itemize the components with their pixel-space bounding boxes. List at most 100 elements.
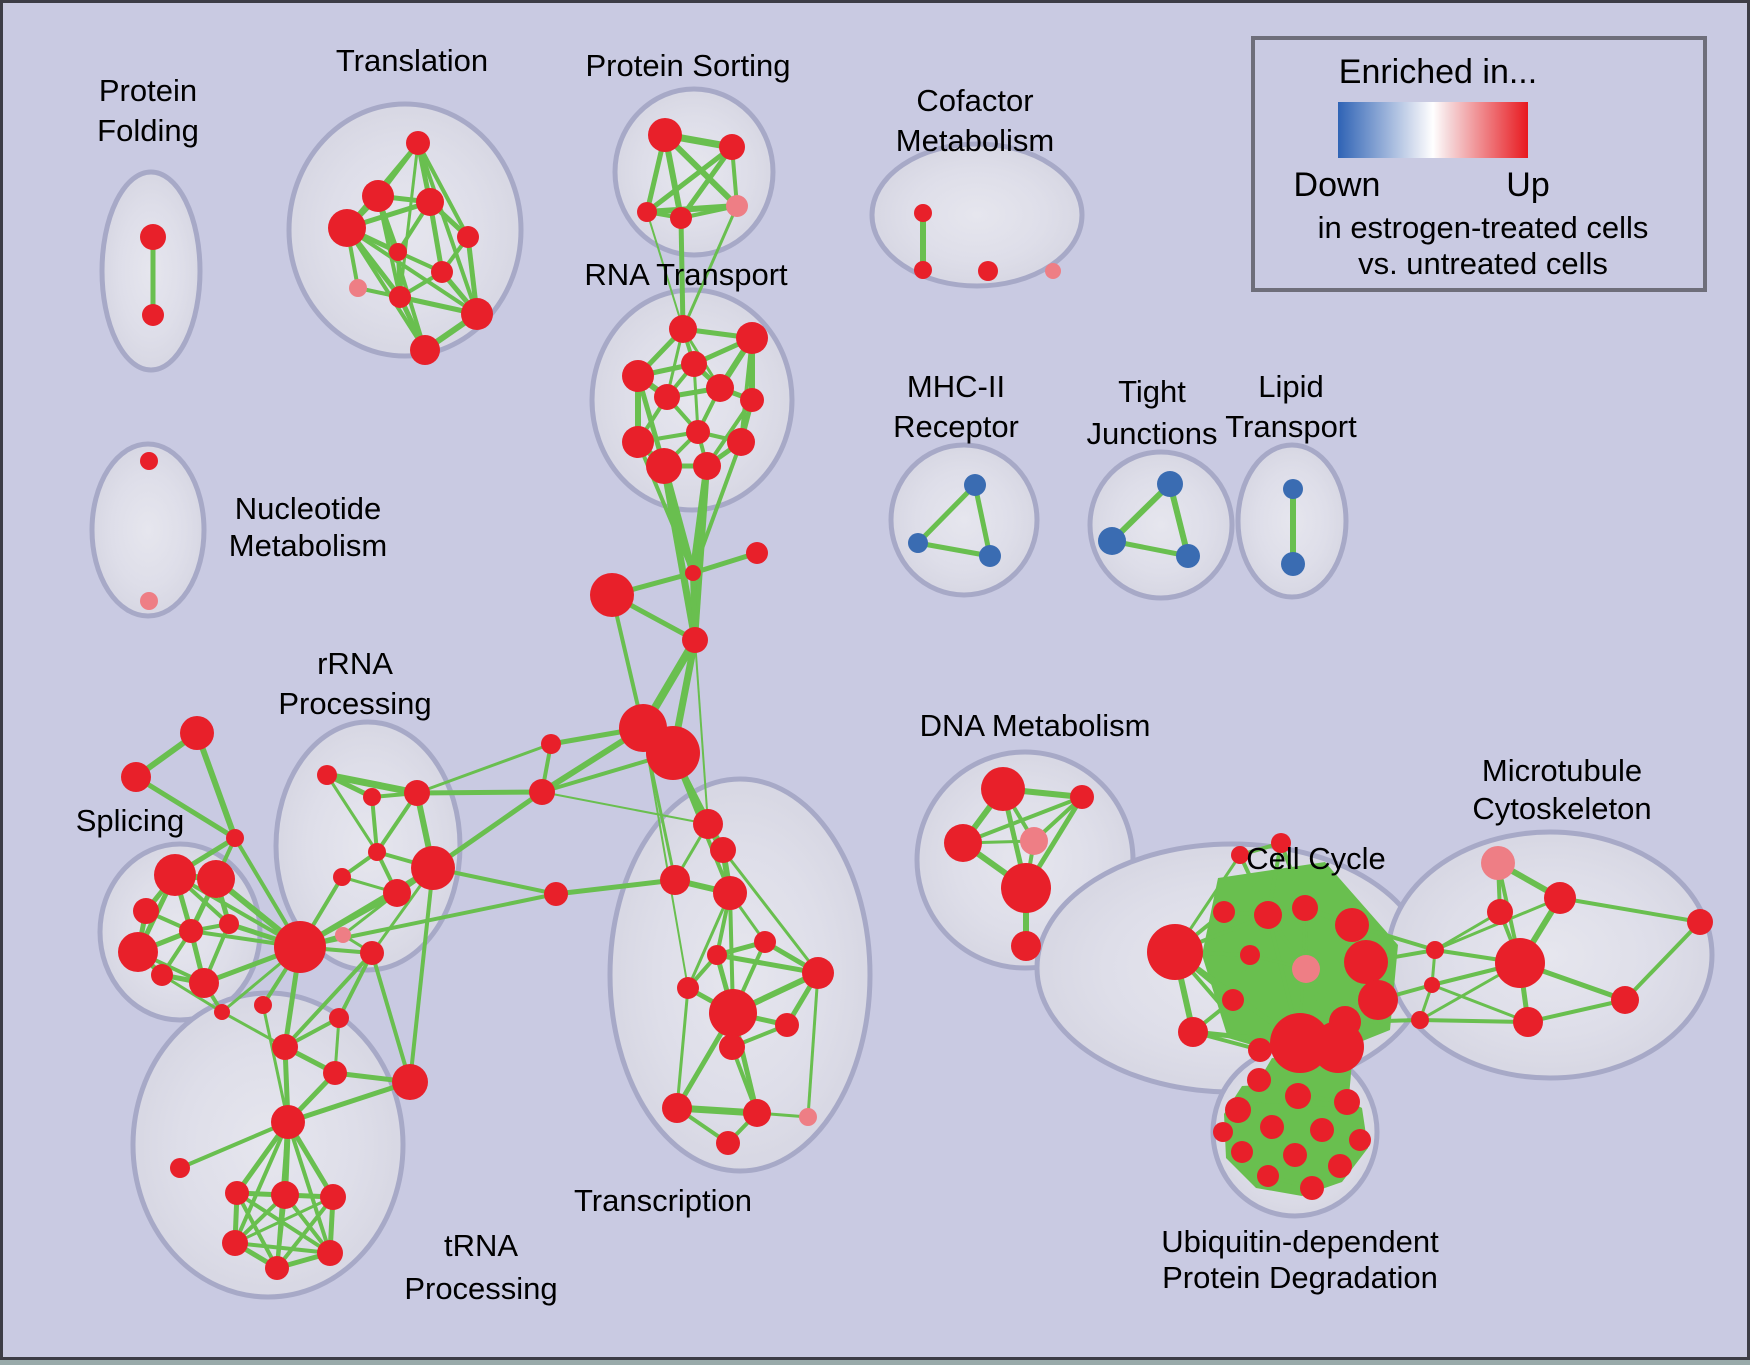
cluster-label-protein-folding: Folding <box>97 113 199 148</box>
enrichment-edge <box>287 1079 411 1125</box>
gene-set-node <box>544 882 568 906</box>
gene-set-node <box>404 780 430 806</box>
gene-set-node <box>457 226 479 248</box>
gene-set-node <box>1358 980 1398 1020</box>
gene-set-node <box>389 243 407 261</box>
enrichment-edge <box>408 867 435 1083</box>
cluster-label-microtubule-cytoskeleton: Microtubule <box>1482 753 1642 788</box>
enrichment-edge <box>194 731 238 840</box>
gene-set-node <box>416 188 444 216</box>
gene-set-node <box>706 374 734 402</box>
enrichment-edge <box>345 226 427 352</box>
gene-set-node <box>328 209 366 247</box>
gene-set-node <box>979 545 1001 567</box>
gene-set-node <box>219 914 239 934</box>
enrichment-edge <box>416 789 543 796</box>
cluster-region-protein-sorting <box>612 86 776 258</box>
gene-set-node <box>726 195 748 217</box>
enrichment-edge <box>1623 920 1702 1002</box>
gene-set-node <box>274 921 326 973</box>
cluster-label-lipid-transport: Lipid <box>1258 369 1324 404</box>
gene-set-node <box>1225 1097 1251 1123</box>
gene-set-node <box>981 767 1025 811</box>
gene-set-node <box>383 879 411 907</box>
gene-set-node <box>914 261 932 279</box>
gene-set-node <box>1424 977 1440 993</box>
enrichment-edge <box>325 774 379 853</box>
gene-set-node <box>368 843 386 861</box>
gene-set-node <box>914 204 932 222</box>
gene-set-node <box>719 134 745 160</box>
gene-set-node <box>1176 544 1200 568</box>
legend-down-label: Down <box>1294 166 1381 204</box>
gene-set-node <box>743 1099 771 1127</box>
gene-set-node <box>1300 1176 1324 1200</box>
gene-set-node <box>1231 1141 1253 1163</box>
gene-set-node <box>622 360 654 392</box>
enrichment-edge <box>283 951 374 1049</box>
gene-set-node <box>226 829 244 847</box>
gene-set-node <box>335 927 351 943</box>
enrichment-edge <box>541 791 709 825</box>
gene-set-node <box>1687 909 1713 935</box>
gene-set-node <box>1020 827 1048 855</box>
gene-set-node <box>272 1034 298 1060</box>
enrichment-edge <box>179 1120 289 1170</box>
cluster-label-nucleotide-metabolism: Nucleotide <box>235 491 381 526</box>
gene-set-node <box>1283 479 1303 499</box>
gene-set-node <box>225 1181 249 1205</box>
enrichment-edge <box>962 795 1083 845</box>
gene-set-node <box>179 919 203 943</box>
gene-set-node <box>1248 1038 1272 1062</box>
legend-up-label: Up <box>1506 166 1549 204</box>
cluster-label-rrna-processing: Processing <box>278 686 431 721</box>
gene-set-node <box>1157 471 1183 497</box>
gene-set-node <box>360 941 384 965</box>
gene-set-node <box>1045 263 1061 279</box>
gene-set-node <box>710 837 736 863</box>
enrichment-edge <box>398 142 420 298</box>
cluster-label-splicing: Splicing <box>76 803 185 838</box>
cluster-label-trna-processing: tRNA <box>444 1228 518 1263</box>
gene-set-node <box>978 261 998 281</box>
gene-set-node <box>118 932 158 972</box>
gene-set-node <box>410 335 440 365</box>
gene-set-node <box>1285 1083 1311 1109</box>
gene-set-node <box>637 202 657 222</box>
gene-set-node <box>1495 938 1545 988</box>
gene-set-node <box>170 1158 190 1178</box>
gene-set-node <box>1147 924 1203 980</box>
cluster-label-mhc-ii-receptor: Receptor <box>893 409 1019 444</box>
gene-set-node <box>719 1034 745 1060</box>
gene-set-node <box>775 1013 799 1037</box>
gene-set-node <box>802 957 834 989</box>
gene-set-node <box>214 1004 230 1020</box>
cluster-label-trna-processing: Processing <box>404 1271 557 1306</box>
gene-set-node <box>362 180 394 212</box>
gene-set-node <box>1344 940 1388 984</box>
gene-set-node <box>1247 1068 1271 1092</box>
gene-set-node <box>1178 1017 1208 1047</box>
enrichment-edge <box>675 987 690 1109</box>
enrichment-edge <box>1527 998 1626 1024</box>
gene-set-node <box>1349 1129 1371 1151</box>
enrichment-edge <box>1431 983 1529 1024</box>
gene-set-node <box>1231 846 1249 864</box>
enrichment-edge <box>917 540 991 559</box>
gene-set-node <box>317 765 337 785</box>
gene-set-node <box>349 279 367 297</box>
gene-set-node <box>329 1008 349 1028</box>
enrichment-edge <box>972 484 993 557</box>
cluster-label-cofactor-metabolism: Metabolism <box>896 123 1055 158</box>
gene-set-node <box>681 351 707 377</box>
enrichment-edge <box>678 217 686 330</box>
enrichment-edge <box>416 142 479 315</box>
legend-box <box>1251 36 1707 292</box>
gene-set-node <box>1213 1122 1233 1142</box>
gene-set-node <box>1213 901 1235 923</box>
enrichment-edge <box>555 877 676 897</box>
cluster-region-tight-junctions <box>1087 449 1235 601</box>
cluster-label-rna-transport: RNA Transport <box>584 257 788 292</box>
gene-set-node <box>363 788 381 806</box>
